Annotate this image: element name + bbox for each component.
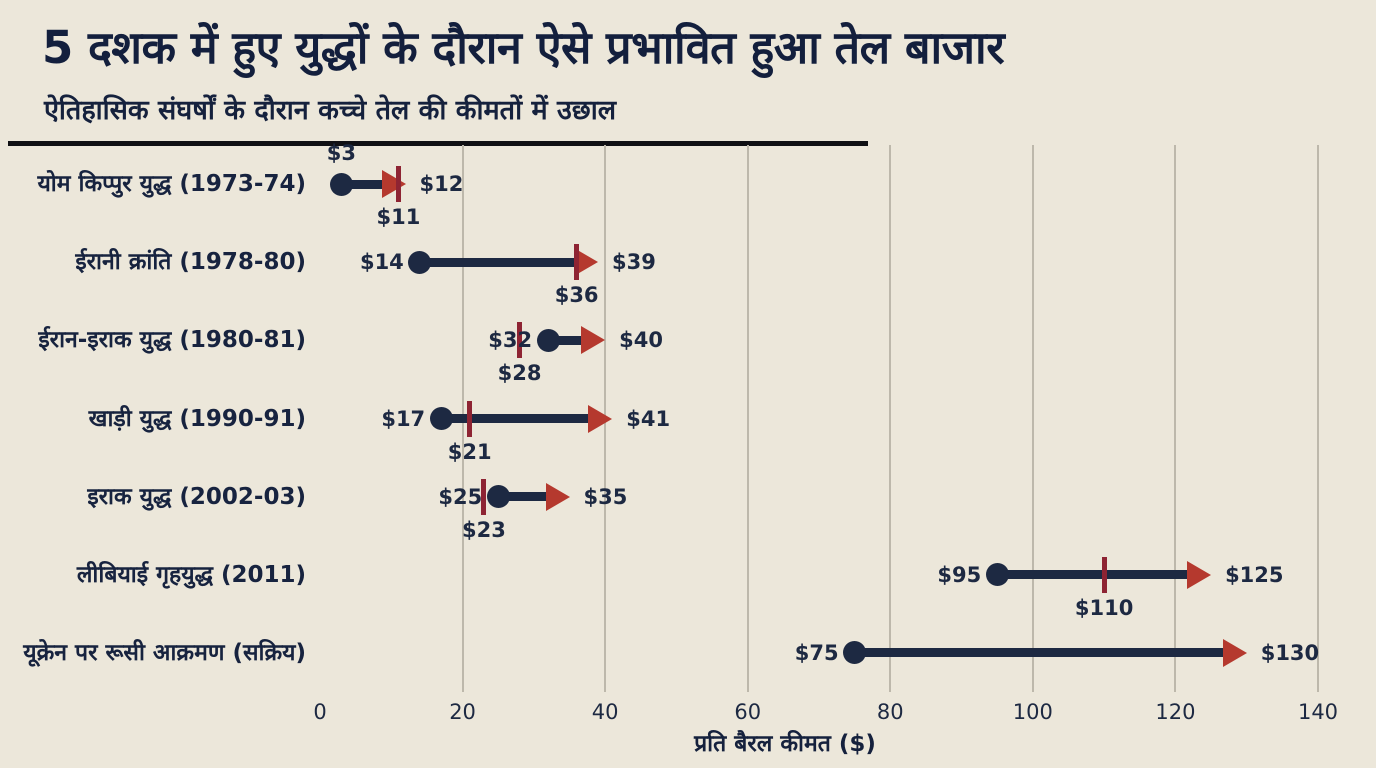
category-label: ईरानी क्रांति (1978-80) (75, 249, 306, 276)
start-value-label: $14 (359, 250, 404, 275)
x-axis-tick-label: 40 (591, 700, 619, 724)
x-axis-tick-label: 120 (1155, 700, 1196, 724)
gridline (1174, 145, 1177, 692)
mid-tick (517, 322, 523, 359)
start-dot (536, 328, 560, 352)
range-line (341, 179, 390, 189)
start-dot (329, 172, 353, 196)
page-title: 5 दशक में हुए युद्धों के दौरान ऐसे प्रभा… (42, 21, 1005, 74)
category-label: ईरान-इराक युद्ध (1980-81) (38, 327, 306, 354)
end-value-label: $39 (612, 250, 656, 275)
end-value-label: $35 (583, 484, 628, 509)
start-dot (486, 485, 510, 509)
range-line (854, 648, 1231, 658)
subtitle-underline (8, 141, 868, 146)
mid-value-label: $21 (447, 439, 492, 464)
start-dot (843, 641, 867, 665)
mid-tick (467, 400, 473, 437)
range-line (548, 335, 590, 345)
x-axis-tick-label: 100 (1012, 700, 1053, 724)
x-axis-tick-label: 140 (1297, 700, 1339, 724)
mid-tick (395, 166, 401, 203)
category-label: लीबियाई गृहयुद्ध (2011) (76, 561, 306, 588)
category-label: खाड़ी युद्ध (1990-91) (88, 405, 306, 432)
mid-tick (1101, 556, 1107, 593)
range-line (498, 492, 554, 502)
arrow-head-icon (381, 170, 406, 199)
mid-value-label: $110 (1074, 595, 1134, 620)
category-label: योम किप्पुर युद्ध (1973-74) (37, 171, 306, 198)
start-dot (408, 250, 432, 274)
mid-value-label: $36 (554, 283, 599, 308)
x-axis-tick-label: 20 (449, 700, 476, 724)
category-label: इराक युद्ध (2002-03) (87, 483, 306, 510)
start-dot (429, 407, 453, 430)
arrow-head-icon (1222, 638, 1247, 667)
start-dot (985, 563, 1009, 587)
arrow-head-icon (581, 326, 606, 355)
start-value-label: $3 (326, 141, 356, 166)
gridline (746, 145, 749, 692)
page-subtitle: ऐतिहासिक संघर्षों के दौरान कच्चे तेल की … (44, 95, 617, 126)
mid-tick (481, 478, 487, 515)
end-value-label: $12 (419, 172, 464, 197)
start-value-label: $95 (937, 562, 982, 587)
end-value-label: $40 (619, 328, 663, 353)
gridline (1031, 145, 1034, 692)
mid-value-label: $11 (376, 205, 421, 230)
end-value-label: $130 (1260, 640, 1320, 665)
start-value-label: $25 (438, 484, 483, 509)
start-value-label: $32 (488, 328, 533, 353)
x-axis-tick-label: 60 (734, 700, 762, 724)
arrow-head-icon (1187, 560, 1212, 589)
category-label: यूक्रेन पर रूसी आक्रमण (सक्रिय) (23, 639, 306, 666)
mid-value-label: $28 (497, 361, 542, 386)
x-axis-title: प्रति बैरल कीमत ($) (694, 731, 876, 757)
mid-tick (574, 244, 580, 281)
gridline (1317, 145, 1319, 692)
arrow-head-icon (588, 404, 613, 433)
range-line (441, 414, 597, 423)
x-axis-tick-label: 80 (876, 700, 904, 724)
end-value-label: $125 (1225, 562, 1284, 587)
x-axis-tick-label: 0 (313, 700, 327, 724)
end-value-label: $41 (626, 406, 671, 431)
range-line (419, 257, 582, 267)
start-value-label: $75 (794, 640, 839, 665)
mid-value-label: $23 (462, 517, 506, 542)
arrow-head-icon (545, 482, 570, 511)
gridline (889, 145, 892, 692)
start-value-label: $17 (381, 406, 426, 431)
range-line (997, 570, 1196, 580)
